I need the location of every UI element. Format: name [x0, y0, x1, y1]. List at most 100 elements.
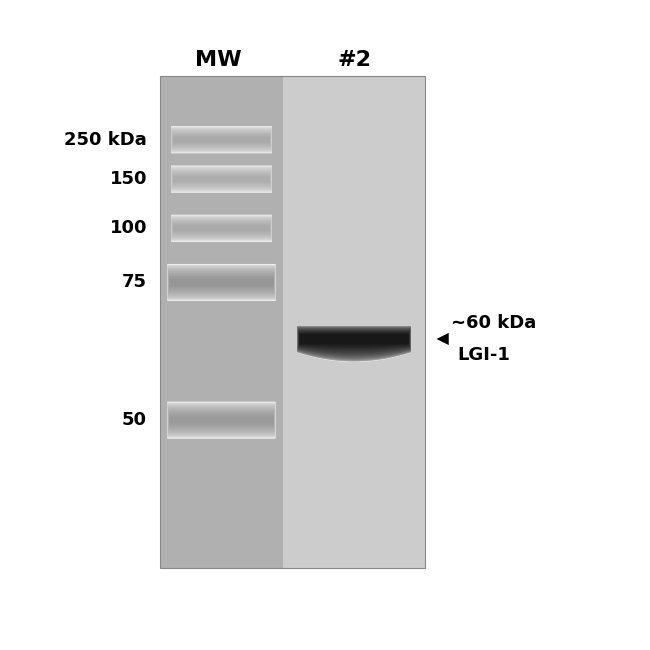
- FancyBboxPatch shape: [170, 415, 273, 425]
- FancyBboxPatch shape: [169, 275, 274, 290]
- FancyBboxPatch shape: [168, 404, 275, 436]
- FancyBboxPatch shape: [169, 273, 274, 292]
- FancyBboxPatch shape: [171, 127, 272, 153]
- FancyBboxPatch shape: [170, 278, 273, 287]
- FancyBboxPatch shape: [172, 170, 271, 188]
- FancyBboxPatch shape: [170, 277, 274, 288]
- FancyBboxPatch shape: [174, 226, 270, 231]
- FancyBboxPatch shape: [174, 138, 269, 142]
- FancyBboxPatch shape: [174, 137, 270, 142]
- FancyBboxPatch shape: [172, 129, 271, 150]
- FancyBboxPatch shape: [173, 224, 270, 233]
- FancyBboxPatch shape: [173, 224, 270, 233]
- FancyBboxPatch shape: [174, 177, 270, 181]
- FancyBboxPatch shape: [170, 415, 273, 424]
- Polygon shape: [297, 326, 411, 361]
- FancyBboxPatch shape: [173, 136, 270, 144]
- Polygon shape: [300, 333, 409, 347]
- FancyBboxPatch shape: [168, 408, 274, 432]
- FancyBboxPatch shape: [168, 409, 274, 432]
- Text: 75: 75: [122, 274, 147, 291]
- FancyBboxPatch shape: [168, 270, 274, 295]
- Polygon shape: [299, 331, 410, 350]
- Polygon shape: [299, 331, 410, 352]
- FancyBboxPatch shape: [169, 275, 274, 290]
- Polygon shape: [298, 326, 411, 359]
- Text: 50: 50: [122, 411, 147, 429]
- FancyBboxPatch shape: [172, 218, 271, 239]
- FancyBboxPatch shape: [168, 268, 275, 296]
- Polygon shape: [298, 329, 410, 355]
- FancyBboxPatch shape: [168, 272, 274, 293]
- Polygon shape: [299, 332, 409, 349]
- FancyBboxPatch shape: [170, 416, 273, 424]
- FancyBboxPatch shape: [173, 175, 270, 183]
- Polygon shape: [298, 330, 410, 354]
- FancyBboxPatch shape: [169, 413, 274, 428]
- FancyBboxPatch shape: [172, 129, 271, 151]
- FancyBboxPatch shape: [168, 272, 274, 293]
- Polygon shape: [300, 334, 408, 345]
- FancyBboxPatch shape: [170, 415, 274, 426]
- FancyBboxPatch shape: [168, 271, 274, 294]
- FancyBboxPatch shape: [169, 413, 274, 427]
- FancyBboxPatch shape: [168, 408, 274, 432]
- FancyBboxPatch shape: [170, 276, 274, 289]
- FancyBboxPatch shape: [172, 220, 271, 237]
- FancyBboxPatch shape: [172, 130, 271, 150]
- Polygon shape: [300, 334, 408, 345]
- FancyBboxPatch shape: [168, 406, 275, 435]
- FancyBboxPatch shape: [172, 221, 270, 235]
- Text: 150: 150: [109, 170, 147, 188]
- FancyBboxPatch shape: [170, 414, 274, 426]
- Polygon shape: [298, 326, 411, 360]
- Polygon shape: [298, 328, 410, 358]
- FancyBboxPatch shape: [172, 218, 271, 238]
- FancyBboxPatch shape: [168, 408, 274, 433]
- FancyBboxPatch shape: [174, 177, 269, 181]
- Polygon shape: [298, 327, 411, 359]
- FancyBboxPatch shape: [169, 274, 274, 291]
- FancyBboxPatch shape: [170, 417, 273, 422]
- FancyBboxPatch shape: [170, 276, 274, 289]
- FancyBboxPatch shape: [168, 266, 275, 299]
- Polygon shape: [299, 332, 409, 348]
- FancyBboxPatch shape: [168, 404, 275, 437]
- FancyBboxPatch shape: [168, 265, 276, 300]
- FancyBboxPatch shape: [172, 217, 272, 240]
- FancyBboxPatch shape: [173, 176, 270, 183]
- FancyBboxPatch shape: [168, 407, 275, 434]
- Polygon shape: [298, 328, 410, 357]
- FancyBboxPatch shape: [168, 404, 275, 436]
- FancyBboxPatch shape: [172, 131, 271, 149]
- FancyBboxPatch shape: [172, 172, 270, 187]
- FancyBboxPatch shape: [171, 215, 272, 241]
- FancyBboxPatch shape: [172, 222, 270, 235]
- FancyBboxPatch shape: [172, 220, 270, 237]
- FancyBboxPatch shape: [173, 174, 270, 185]
- Polygon shape: [298, 328, 410, 358]
- FancyBboxPatch shape: [173, 135, 270, 144]
- FancyBboxPatch shape: [174, 136, 270, 143]
- FancyBboxPatch shape: [168, 268, 275, 296]
- FancyBboxPatch shape: [173, 174, 270, 184]
- FancyBboxPatch shape: [170, 417, 273, 424]
- FancyBboxPatch shape: [172, 222, 270, 235]
- FancyBboxPatch shape: [172, 173, 270, 185]
- FancyBboxPatch shape: [172, 219, 271, 237]
- FancyBboxPatch shape: [173, 225, 270, 231]
- FancyBboxPatch shape: [173, 134, 270, 146]
- Bar: [160, 76, 283, 567]
- FancyBboxPatch shape: [172, 217, 271, 239]
- FancyBboxPatch shape: [169, 272, 274, 292]
- FancyBboxPatch shape: [168, 265, 276, 300]
- FancyBboxPatch shape: [170, 414, 274, 426]
- FancyBboxPatch shape: [168, 405, 275, 436]
- FancyBboxPatch shape: [169, 274, 274, 291]
- FancyBboxPatch shape: [168, 267, 275, 298]
- Polygon shape: [299, 332, 410, 350]
- FancyBboxPatch shape: [173, 135, 270, 145]
- Text: LGI-1: LGI-1: [458, 346, 510, 364]
- FancyBboxPatch shape: [172, 128, 272, 151]
- FancyBboxPatch shape: [169, 410, 274, 430]
